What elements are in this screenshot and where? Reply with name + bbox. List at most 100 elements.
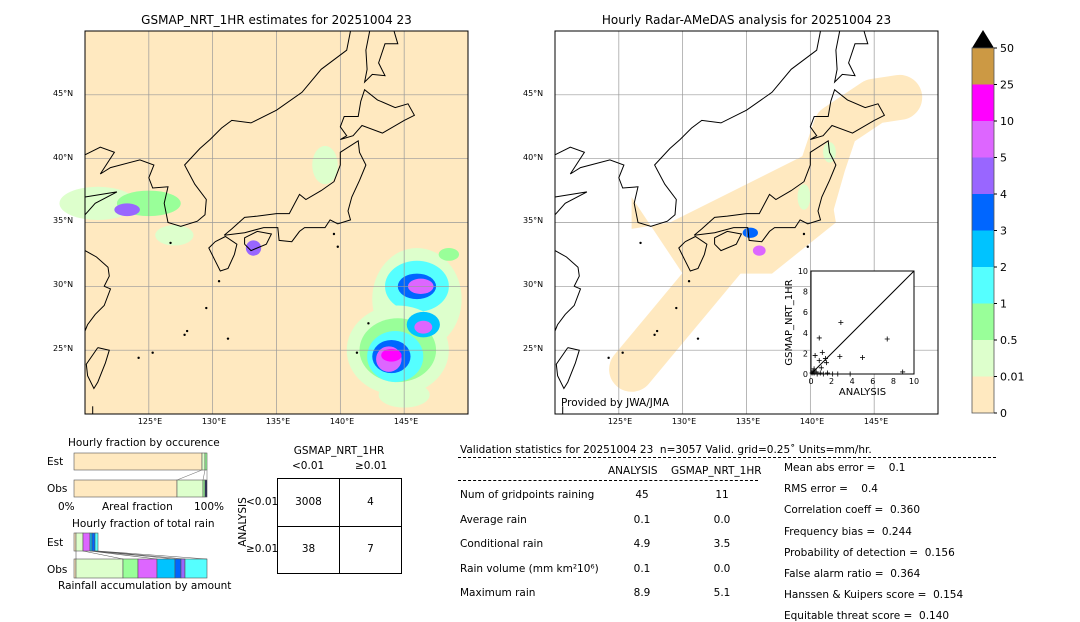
coastline: [223, 139, 367, 243]
coastline: [555, 347, 580, 390]
coastline: [833, 30, 869, 84]
island: [806, 245, 809, 248]
rain-area: [797, 184, 811, 210]
stat-analysis-value: 0.1: [633, 562, 651, 575]
lon-tick: 130°E: [671, 417, 697, 426]
cell-hit: 7: [367, 543, 374, 555]
fraction-segment: [75, 532, 84, 552]
lat-tick: 40°N: [53, 152, 74, 162]
x-tick-label: 10: [909, 377, 919, 386]
island: [185, 329, 189, 333]
rain-area: [414, 320, 433, 334]
lon-tick: 145°E: [863, 417, 889, 426]
lat-tick: 30°N: [523, 280, 544, 290]
stat-gsmap-value: 0.0: [713, 513, 731, 526]
colorbar-extend-arrow: [972, 30, 994, 48]
colorbar-label: 3: [1000, 225, 1007, 238]
lon-tick: 140°E: [329, 417, 355, 426]
score-line: Frequency bias = 0.244: [784, 525, 912, 538]
colorbar-label: 0.5: [1000, 334, 1018, 347]
lat-tick: 45°N: [53, 89, 74, 98]
col2-label: ≥0.01: [355, 460, 388, 472]
rain-area: [438, 248, 460, 261]
score-line: Probability of detection = 0.156: [784, 546, 955, 559]
island: [639, 241, 642, 245]
stat-gsmap-value: 0.0: [713, 562, 731, 575]
coastline: [809, 88, 886, 140]
fraction-segment: [174, 558, 182, 579]
island: [653, 333, 656, 337]
stat-row-label: Maximum rain: [460, 587, 536, 599]
colorbar-label: 0.01: [1000, 371, 1025, 384]
island: [696, 337, 700, 340]
x-tick-label: 0: [808, 377, 813, 386]
coastline: [554, 250, 582, 332]
stat-analysis-value: 0.1: [633, 513, 651, 526]
rain-area: [381, 348, 402, 362]
island: [687, 280, 691, 283]
fraction-segment: [89, 532, 93, 552]
lon-tick: 135°E: [735, 417, 761, 426]
score-line: Hanssen & Kuipers score = 0.154: [784, 589, 964, 602]
fraction-segment: [122, 558, 139, 579]
colorbar-segment: [972, 376, 994, 413]
connector-line: [75, 550, 208, 560]
scatter-point: [822, 356, 828, 362]
cell-false-alarm: 4: [367, 496, 374, 508]
rain-area: [742, 227, 758, 238]
island: [332, 232, 336, 236]
lat-tick: 35°N: [53, 216, 74, 226]
fraction-segment: [73, 479, 178, 498]
fraction-segment: [176, 479, 204, 498]
lon-tick: 145°E: [393, 417, 419, 426]
fraction-segment: [201, 452, 206, 471]
stat-row-label: Num of gridpoints raining: [460, 489, 595, 501]
colorbar-segment: [972, 48, 994, 85]
island: [802, 232, 806, 236]
map1-title: GSMAP_NRT_1HR estimates for 20251004 23: [141, 13, 412, 27]
island: [183, 333, 186, 337]
est-label: Est: [47, 456, 64, 468]
row2-label: ≥0.01: [246, 543, 279, 555]
lat-tick: 45°N: [523, 89, 544, 98]
colorbar-label: 1: [1000, 298, 1007, 311]
lon-tick: 125°E: [607, 417, 633, 426]
coastline: [554, 191, 588, 216]
map-frame: [554, 30, 939, 415]
stat-gsmap-value: 11: [715, 489, 729, 501]
colorbar-label: 25: [1000, 79, 1014, 92]
island: [137, 356, 140, 360]
scatter-point: [824, 370, 830, 376]
contingency-table: 3008 4 38 7: [277, 478, 402, 574]
totalrain-title: Hourly fraction of total rain: [72, 518, 215, 530]
row1-label: <0.01: [246, 496, 279, 508]
scatter-point: [835, 371, 841, 377]
scatter-point: [830, 371, 836, 377]
x0-label: 0%: [58, 501, 75, 513]
scatter-point: [838, 320, 844, 325]
island: [336, 245, 339, 248]
colorbar-segment: [972, 157, 994, 194]
x-tick-label: 8: [891, 377, 896, 386]
lat-tick: 35°N: [523, 216, 544, 226]
stat-analysis-value: 45: [635, 489, 649, 501]
scatter-point: [817, 370, 823, 376]
x-tick-label: 2: [829, 377, 834, 386]
fraction-segment: [180, 558, 186, 579]
colorbar: 50 25 10 5 4 3 2 1 0.5 0.01 0: [971, 30, 1025, 420]
island: [226, 337, 230, 340]
coastline: [85, 347, 110, 390]
coastline: [678, 235, 708, 272]
island: [169, 241, 172, 245]
y-tick-label: 6: [803, 308, 808, 317]
island: [355, 351, 359, 354]
scatter-point: [900, 369, 906, 375]
diagonal-line: [810, 270, 915, 375]
fraction-segment: [202, 479, 206, 498]
x-tick-label: 4: [850, 377, 855, 386]
stat-row-label: Rain volume (mm km²10⁶): [460, 562, 599, 575]
lat-tick: 25°N: [53, 343, 74, 353]
fraction-segment: [75, 558, 124, 579]
colorbar-segment: [972, 267, 994, 304]
colorbar-label: 50: [1000, 42, 1014, 55]
